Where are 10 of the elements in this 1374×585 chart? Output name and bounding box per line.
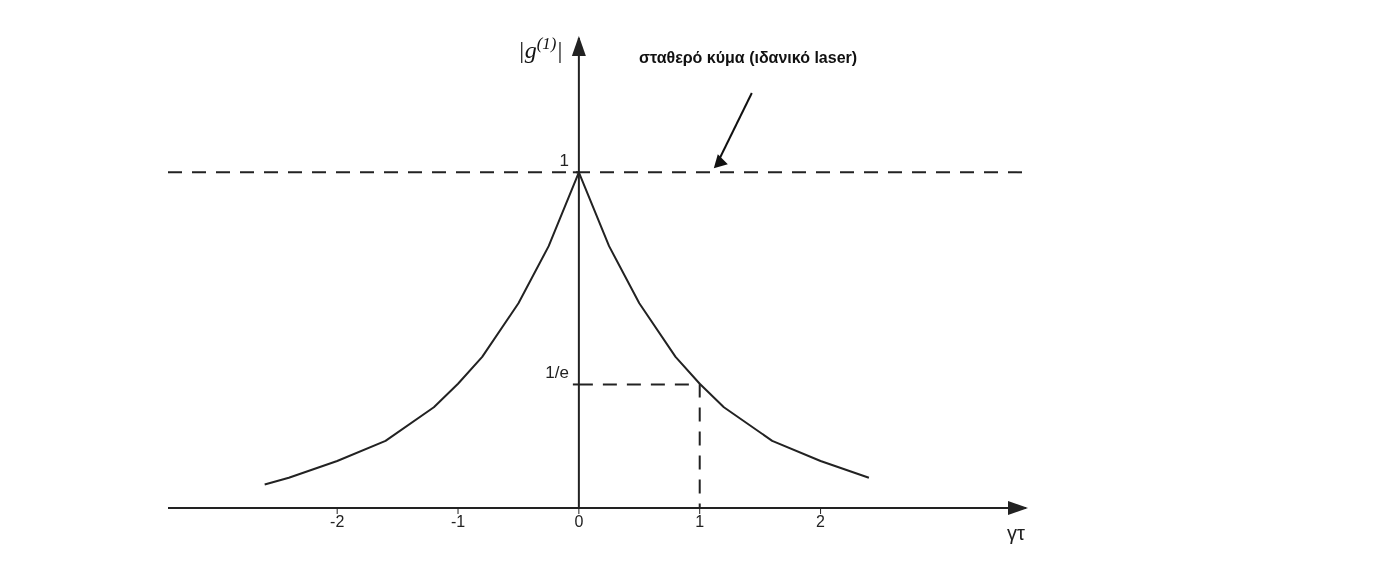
annotation: 1/e (545, 363, 569, 383)
x-axis-title: γτ (1007, 522, 1026, 544)
x-tick-label: -1 (450, 513, 466, 531)
x-tick-label: 2 (816, 513, 826, 531)
x-tick-label: 1 (695, 513, 705, 531)
x-tick-label: 0 (574, 513, 584, 531)
x-tick-label: -2 (330, 513, 345, 531)
text: σταθερό κύμα (ιδανικό laser) (639, 49, 858, 66)
y-axis-title: |g$^{(1)}$| (518, 33, 563, 63)
annotation: 1 (559, 151, 569, 171)
